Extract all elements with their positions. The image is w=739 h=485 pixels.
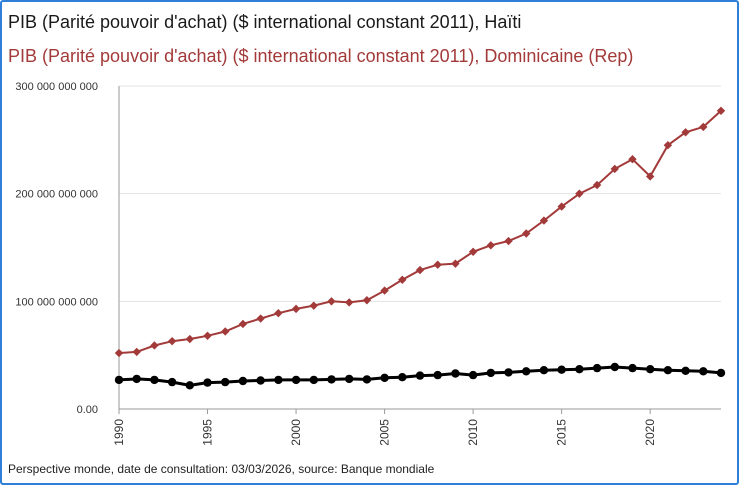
data-point [167,336,177,346]
data-point [380,286,389,295]
data-point [291,304,301,314]
data-point [185,381,194,390]
data-point [628,155,637,164]
data-point [486,241,496,250]
data-point [681,128,690,137]
x-tick-label: 2015 [555,419,569,446]
data-point [610,362,619,372]
x-tick-label: 2020 [643,419,657,446]
data-point [238,376,248,386]
data-point [132,374,141,384]
data-point [610,164,619,174]
data-point [132,347,141,357]
data-point [699,367,708,376]
data-point [150,341,159,350]
data-point [468,247,478,257]
data-point [114,348,124,358]
data-point [415,371,425,380]
data-point [309,301,318,310]
data-point [557,202,566,211]
data-point [716,106,726,115]
x-tick-label: 2000 [289,419,303,446]
data-point [221,327,230,336]
x-tick-label: 1995 [201,419,215,446]
legend-series-haiti: PIB (Parité pouvoir d'achat) ($ internat… [8,12,522,32]
data-point [646,365,655,374]
data-point [345,374,354,384]
data-point [716,368,726,378]
x-tick-label: 1990 [112,419,126,446]
data-point [681,366,690,375]
data-point [274,308,283,318]
data-point [344,298,354,307]
data-point [522,229,531,238]
data-point [256,314,265,323]
data-point [203,378,212,387]
source-caption: Perspective monde, date de consultation:… [8,462,435,476]
data-point [663,141,673,150]
data-point [468,370,478,380]
data-point [557,365,566,374]
data-point [539,366,549,375]
data-point [433,260,442,269]
data-point [415,265,425,275]
data-point [522,367,531,376]
data-point [327,375,336,384]
data-point [504,236,513,246]
data-point [592,363,602,373]
legend-series-dominicaine: PIB (Parité pouvoir d'achat) ($ internat… [8,46,634,66]
data-point [291,375,301,385]
data-point [663,366,673,375]
data-point [433,370,442,380]
data-point [380,373,389,382]
data-point [114,375,124,385]
data-point [167,377,177,387]
data-point [504,368,513,377]
data-point [575,365,584,374]
data-point [274,375,283,385]
data-point [256,376,265,385]
data-point [203,331,212,340]
y-tick-label: 0.00 [77,404,98,416]
data-point [486,368,495,378]
data-point [327,297,336,306]
data-point [451,259,460,268]
data-point [362,375,372,384]
data-point [575,189,584,198]
series-line [118,110,722,354]
data-point [398,275,407,284]
y-tick-label: 300 000 000 000 [15,81,98,93]
data-point [309,375,318,385]
data-point [398,373,407,382]
y-tick-label: 200 000 000 000 [15,189,98,201]
data-point [185,334,195,344]
data-point [362,296,372,305]
data-point [150,375,159,385]
data-point [628,363,637,373]
data-point [699,122,708,132]
data-point [238,319,248,329]
x-tick-label: 2005 [378,419,392,446]
data-point [645,172,655,181]
data-point [221,377,230,387]
x-tick-label: 2010 [466,419,480,446]
y-tick-label: 100 000 000 000 [15,296,98,308]
data-point [539,216,549,225]
data-point [592,180,602,190]
data-point [451,369,460,378]
